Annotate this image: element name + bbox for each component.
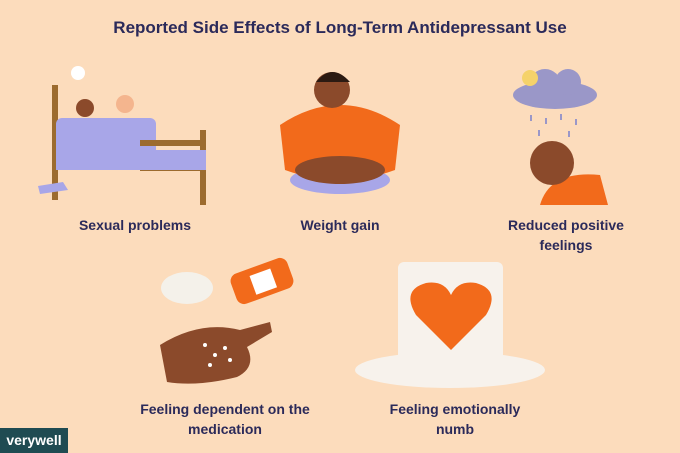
frozen-heart-illustration (355, 262, 545, 388)
item-label: Sexual problems (78, 217, 192, 233)
brand-logo: verywell (0, 428, 68, 453)
weight-gain-illustration (280, 72, 400, 194)
bed-illustration (38, 66, 206, 205)
item-label: Reduced positive feelings (508, 217, 624, 253)
sad-cloud-illustration (513, 69, 608, 205)
pills-illustration (160, 257, 294, 384)
title: Reported Side Effects of Long-Term Antid… (113, 18, 567, 37)
item-label: Weight gain (300, 217, 380, 233)
item-label: Feeling emotionally numb (389, 401, 521, 437)
item-label: Feeling dependent on the medication (140, 401, 310, 437)
